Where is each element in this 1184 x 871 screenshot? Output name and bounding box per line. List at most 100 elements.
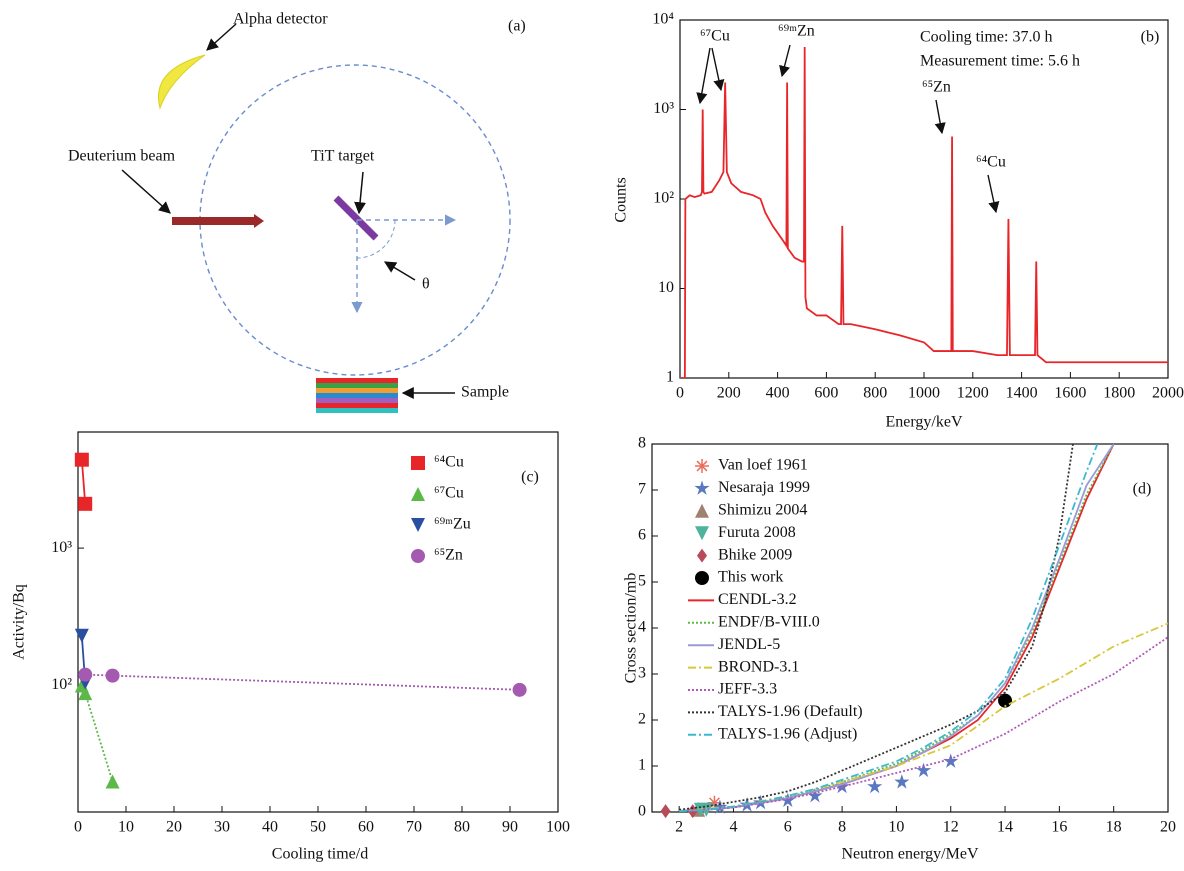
label: θ [422, 276, 430, 293]
y-tick-label: 10³ [51, 539, 72, 556]
x-tick-label: 30 [214, 819, 230, 836]
x-tick-label: 800 [863, 385, 887, 402]
x-tick-label: 20 [166, 819, 182, 836]
x-tick-label: 0 [74, 819, 82, 836]
x-tick-label: 60 [358, 819, 374, 836]
legend-label: TALYS-1.96 (Default) [718, 703, 863, 720]
y-tick-label: 4 [638, 619, 646, 636]
x-tick-label: 12 [943, 819, 959, 836]
y-tick-label: 3 [638, 665, 646, 682]
x-tick-label: 40 [262, 819, 278, 836]
x-tick-label: 18 [1106, 819, 1122, 836]
label: Alpha detector [233, 11, 328, 28]
legend-label: Shimizu 2004 [718, 501, 807, 518]
beam [172, 217, 256, 225]
x-tick-label: 1000 [908, 385, 940, 402]
legend-label: JEFF-3.3 [718, 681, 777, 698]
legend-marker [695, 459, 709, 473]
target [333, 195, 379, 241]
legend-label: Furuta 2008 [718, 524, 796, 541]
plot-frame [679, 19, 1169, 379]
panel-label: (b) [1141, 29, 1160, 46]
legend-label: Van loef 1961 [718, 457, 808, 474]
series-line [679, 444, 1099, 812]
alpha-detector [158, 54, 206, 110]
y-tick-label: 7 [638, 481, 646, 498]
x-tick-label: 10 [888, 819, 904, 836]
legend-marker [695, 571, 709, 585]
x-tick-label: 1400 [1006, 385, 1038, 402]
legend-label: This work [718, 569, 783, 586]
x-tick-label: 600 [814, 385, 838, 402]
legend-marker [697, 548, 707, 563]
legend-label: ⁶⁹ᵐZu [434, 516, 471, 533]
x-tick-label: 1200 [957, 385, 989, 402]
x-tick-label: 200 [717, 385, 741, 402]
panel-label: (a) [508, 18, 526, 35]
chart: 0 200 400 600 800 1000 1200 1400 1600 1800 2000 1 10… [613, 11, 1184, 431]
beam-head [254, 214, 264, 228]
arrow [206, 23, 237, 51]
series-line [680, 46, 1168, 378]
x-tick-label: 6 [784, 819, 792, 836]
marker [74, 452, 89, 467]
legend-label: ENDF/B-VIII.0 [718, 613, 820, 630]
y-tick-label: 10³ [653, 100, 674, 117]
series-line [679, 444, 1074, 811]
marker [78, 686, 93, 701]
legend-marker [411, 549, 425, 563]
y-axis-title: Counts [613, 177, 630, 222]
x-axis-title: Energy/keV [885, 414, 962, 431]
y-tick-label: 10 [658, 279, 674, 296]
annotation: Cooling time: 37.0 h [920, 29, 1052, 46]
series-line [80, 459, 87, 504]
marker [74, 628, 89, 643]
marker [78, 496, 93, 511]
x-tick-label: 14 [997, 819, 1013, 836]
annotation: ⁶⁴Cu [976, 154, 1006, 171]
y-tick-label: 2 [638, 711, 646, 728]
legend-marker [694, 480, 710, 495]
marker [512, 682, 527, 697]
annotation: ⁶⁹ᵐZn [778, 23, 815, 40]
x-tick-label: 20 [1160, 819, 1176, 836]
x-tick-label: 1600 [1054, 385, 1086, 402]
legend-marker [695, 526, 709, 541]
annotation: ⁶⁵Zn [922, 79, 951, 96]
x-tick-label: 100 [546, 819, 570, 836]
x-axis-title: Cooling time/d [272, 846, 368, 863]
marker [943, 753, 959, 768]
x-tick-label: 4 [729, 819, 737, 836]
marker [707, 795, 722, 810]
y-tick-label: 1 [666, 369, 674, 386]
angle-arc [356, 219, 396, 259]
x-tick-label: 400 [766, 385, 790, 402]
marker [894, 774, 910, 789]
marker [660, 804, 671, 819]
chart: 0 10 20 30 40 50 60 70 80 90 100 10² 10³ Cooling time… [11, 431, 570, 863]
marker [998, 693, 1013, 708]
arrow [354, 171, 367, 215]
x-tick-label: 1800 [1103, 385, 1135, 402]
x-tick-label: 2 [675, 819, 683, 836]
arrow [121, 169, 171, 214]
legend-label: ⁶⁷Cu [434, 485, 464, 502]
x-tick-label: 10 [118, 819, 134, 836]
annotation: ⁶⁷Cu [700, 28, 730, 45]
panel-a: Alpha detector (a) Deuterium beam TiT ta… [68, 11, 526, 413]
y-axis-title: Cross section/mb [623, 573, 640, 684]
y-tick-label: 10² [653, 190, 674, 207]
y-tick-label: 1 [638, 757, 646, 774]
y-tick-label: 8 [638, 435, 646, 452]
x-axis-title: Neutron energy/MeV [842, 846, 979, 863]
legend-label: Bhike 2009 [718, 546, 792, 563]
x-tick-label: 8 [838, 819, 846, 836]
annotation: Measurement time: 5.6 h [920, 53, 1080, 70]
legend-label: TALYS-1.96 (Adjust) [718, 725, 857, 742]
y-tick-label: 6 [638, 527, 646, 544]
marker [105, 774, 120, 789]
marker [807, 787, 823, 803]
y-tick-label: 10⁴ [652, 11, 674, 28]
